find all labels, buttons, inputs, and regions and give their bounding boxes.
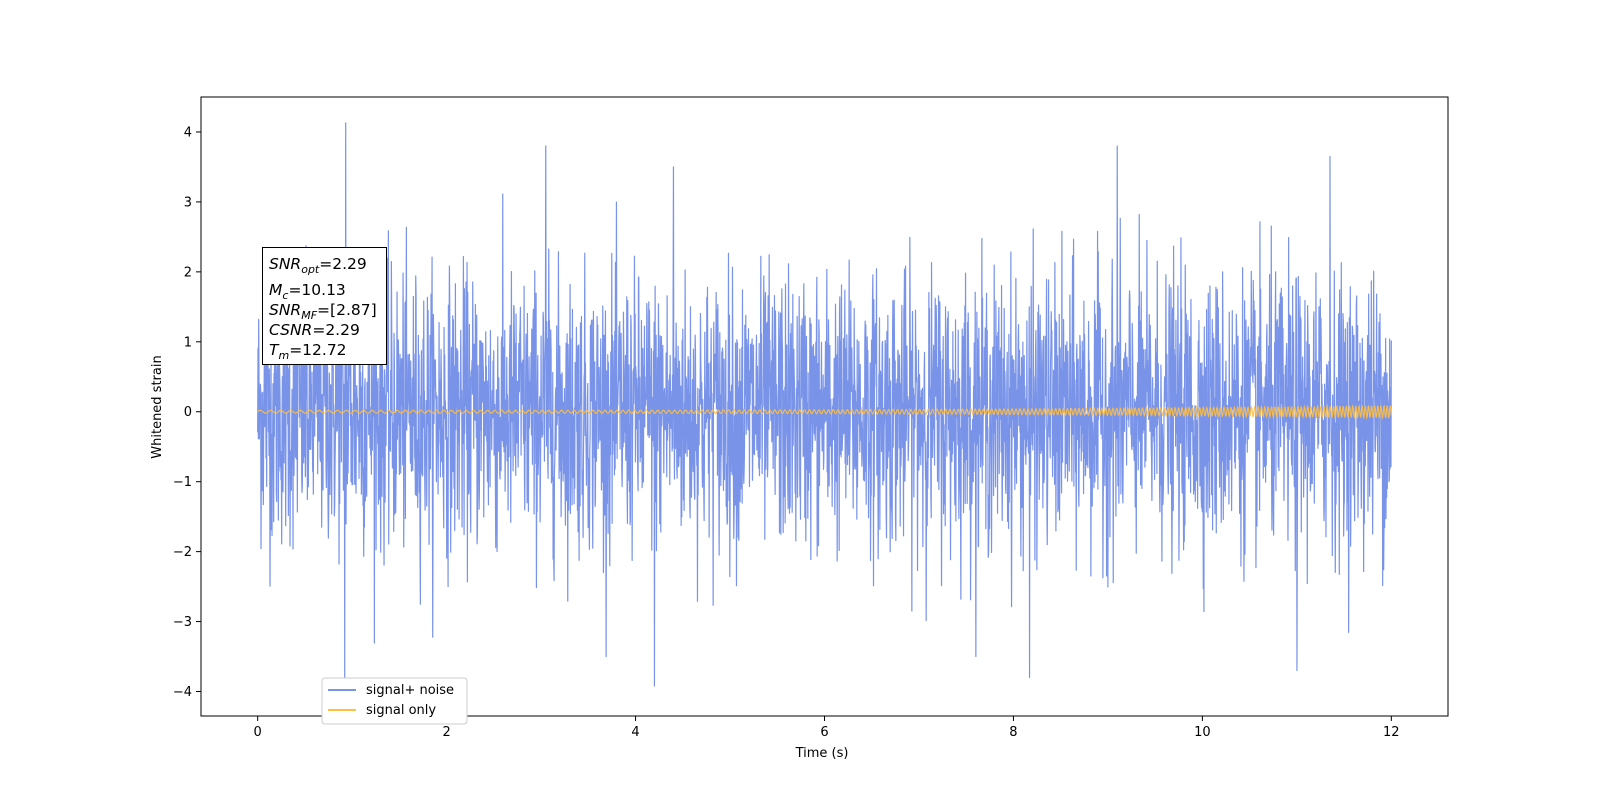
y-tick-label: 2 [184,265,192,280]
legend-frame [321,677,468,725]
x-tick-label: 8 [1009,725,1017,740]
x-tick-label: 2 [442,725,450,740]
x-axis-label: Time (s) [795,746,849,761]
x-tick-label: 10 [1194,725,1211,740]
annotation-csnr: CSNR=2.29 [269,321,360,339]
y-tick-label: −2 [173,545,192,560]
annotation-chirp-mass: Mc=10.13 [269,281,346,302]
y-tick-label: 4 [184,125,192,140]
x-tick-label: 4 [631,725,639,740]
y-tick-label: −1 [173,475,192,490]
x-tick-label: 0 [254,725,262,740]
annotation-tm: Tm=12.72 [269,341,347,362]
annotation-box: SNRopt=2.29 Mc=10.13 SNRMF=[2.87] CSNR=2… [262,247,387,365]
y-axis-ticks: −4 −3 −2 −1 0 1 2 3 4 [173,125,201,700]
y-axis-label: Whitened strain [150,355,165,458]
y-tick-label: 3 [184,195,192,210]
series-layer [257,122,1392,687]
annotation-snr-mf: SNRMF=[2.87] [269,301,377,322]
annotation-snr-opt: SNRopt=2.29 [269,255,367,276]
x-tick-label: 6 [820,725,828,740]
legend-label-signal-noise: signal+ noise [366,683,454,698]
series-signal-noise-line [257,122,1392,687]
x-tick-label: 12 [1383,725,1400,740]
y-tick-label: −3 [173,615,192,630]
x-axis-ticks: 0 2 4 6 8 10 12 [254,716,1400,740]
legend-label-signal-only: signal only [366,703,436,718]
y-tick-label: 0 [184,405,192,420]
y-tick-label: 1 [184,335,192,350]
series-signal-only-line [257,404,1392,420]
y-tick-label: −4 [173,685,192,700]
legend: signal+ noise signal only [321,677,468,725]
